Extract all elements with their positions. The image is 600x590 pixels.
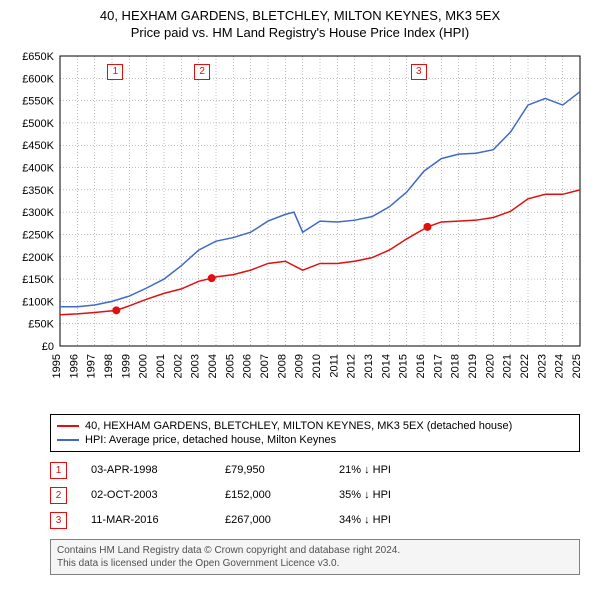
svg-text:2007: 2007 [259, 354, 271, 378]
svg-text:2011: 2011 [328, 354, 340, 378]
svg-text:£400K: £400K [22, 162, 54, 174]
sale-marker: 3 [50, 512, 67, 529]
sale-diff: 34% ↓ HPI [339, 514, 429, 526]
svg-text:1998: 1998 [103, 354, 115, 378]
sale-date: 11-MAR-2016 [91, 514, 201, 526]
svg-text:£550K: £550K [22, 95, 54, 107]
sale-price: £152,000 [225, 489, 315, 501]
svg-text:£200K: £200K [22, 252, 54, 264]
sale-date: 03-APR-1998 [91, 464, 201, 476]
svg-text:£600K: £600K [22, 73, 54, 85]
svg-text:2002: 2002 [172, 354, 184, 378]
sale-row: 2 02-OCT-2003 £152,000 35% ↓ HPI [50, 483, 580, 508]
svg-text:2024: 2024 [554, 354, 566, 378]
svg-text:£0: £0 [42, 341, 54, 353]
sale-marker: 2 [50, 487, 67, 504]
footer-line2: This data is licensed under the Open Gov… [57, 557, 573, 570]
legend-item: 40, HEXHAM GARDENS, BLETCHLEY, MILTON KE… [57, 419, 573, 433]
chart-sale-marker-3: 3 [411, 64, 427, 80]
svg-text:2001: 2001 [155, 354, 167, 378]
svg-text:1999: 1999 [120, 354, 132, 378]
sale-row: 1 03-APR-1998 £79,950 21% ↓ HPI [50, 458, 580, 483]
sale-diff: 21% ↓ HPI [339, 464, 429, 476]
svg-text:£300K: £300K [22, 207, 54, 219]
svg-text:2014: 2014 [380, 354, 392, 378]
title-address: 40, HEXHAM GARDENS, BLETCHLEY, MILTON KE… [0, 8, 600, 25]
svg-text:£150K: £150K [22, 274, 54, 286]
svg-text:2004: 2004 [207, 354, 219, 378]
sale-price: £79,950 [225, 464, 315, 476]
sale-date: 02-OCT-2003 [91, 489, 201, 501]
svg-text:2016: 2016 [415, 354, 427, 378]
legend: 40, HEXHAM GARDENS, BLETCHLEY, MILTON KE… [50, 414, 580, 452]
svg-text:2019: 2019 [467, 354, 479, 378]
svg-text:£350K: £350K [22, 185, 54, 197]
svg-text:2022: 2022 [519, 354, 531, 378]
chart-svg: £0 £50K £100K £150K £200K £250K £300K £350K £400… [10, 46, 590, 406]
svg-text:2025: 2025 [571, 354, 583, 378]
svg-text:2003: 2003 [190, 354, 202, 378]
svg-text:£50K: £50K [28, 318, 54, 330]
sale-row: 3 11-MAR-2016 £267,000 34% ↓ HPI [50, 508, 580, 533]
footer-attribution: Contains HM Land Registry data © Crown c… [50, 539, 580, 575]
title-subtitle: Price paid vs. HM Land Registry's House … [0, 25, 600, 42]
svg-text:2020: 2020 [484, 354, 496, 378]
svg-text:2006: 2006 [242, 354, 254, 378]
svg-text:£250K: £250K [22, 229, 54, 241]
chart: £0 £50K £100K £150K £200K £250K £300K £350K £400… [10, 46, 590, 406]
svg-text:2012: 2012 [346, 354, 358, 378]
svg-text:2017: 2017 [432, 354, 444, 378]
svg-text:2013: 2013 [363, 354, 375, 378]
legend-swatch [57, 439, 79, 441]
svg-text:1995: 1995 [51, 354, 63, 378]
svg-text:2021: 2021 [502, 354, 514, 378]
sales-table: 1 03-APR-1998 £79,950 21% ↓ HPI 2 02-OCT-2003… [50, 458, 580, 533]
legend-label: HPI: Average price, detached house, Milt… [85, 434, 336, 446]
legend-label: 40, HEXHAM GARDENS, BLETCHLEY, MILTON KE… [85, 420, 512, 432]
chart-container: 40, HEXHAM GARDENS, BLETCHLEY, MILTON KE… [0, 0, 600, 575]
svg-text:£450K: £450K [22, 140, 54, 152]
sale-price: £267,000 [225, 514, 315, 526]
svg-text:2009: 2009 [294, 354, 306, 378]
svg-text:2000: 2000 [138, 354, 150, 378]
svg-text:2015: 2015 [398, 354, 410, 378]
svg-text:2018: 2018 [450, 354, 462, 378]
svg-text:2008: 2008 [276, 354, 288, 378]
svg-text:1997: 1997 [86, 354, 98, 378]
chart-sale-marker-2: 2 [194, 64, 210, 80]
svg-text:2005: 2005 [224, 354, 236, 378]
svg-text:2023: 2023 [536, 354, 548, 378]
sale-diff: 35% ↓ HPI [339, 489, 429, 501]
svg-text:£500K: £500K [22, 118, 54, 130]
legend-swatch [57, 425, 79, 427]
title-block: 40, HEXHAM GARDENS, BLETCHLEY, MILTON KE… [0, 0, 600, 46]
svg-text:£650K: £650K [22, 51, 54, 63]
svg-text:£100K: £100K [22, 296, 54, 308]
sale-marker: 1 [50, 462, 67, 479]
chart-sale-marker-1: 1 [107, 64, 123, 80]
svg-text:1996: 1996 [68, 354, 80, 378]
svg-text:2010: 2010 [311, 354, 323, 378]
legend-item: HPI: Average price, detached house, Milt… [57, 433, 573, 447]
footer-line1: Contains HM Land Registry data © Crown c… [57, 544, 573, 557]
